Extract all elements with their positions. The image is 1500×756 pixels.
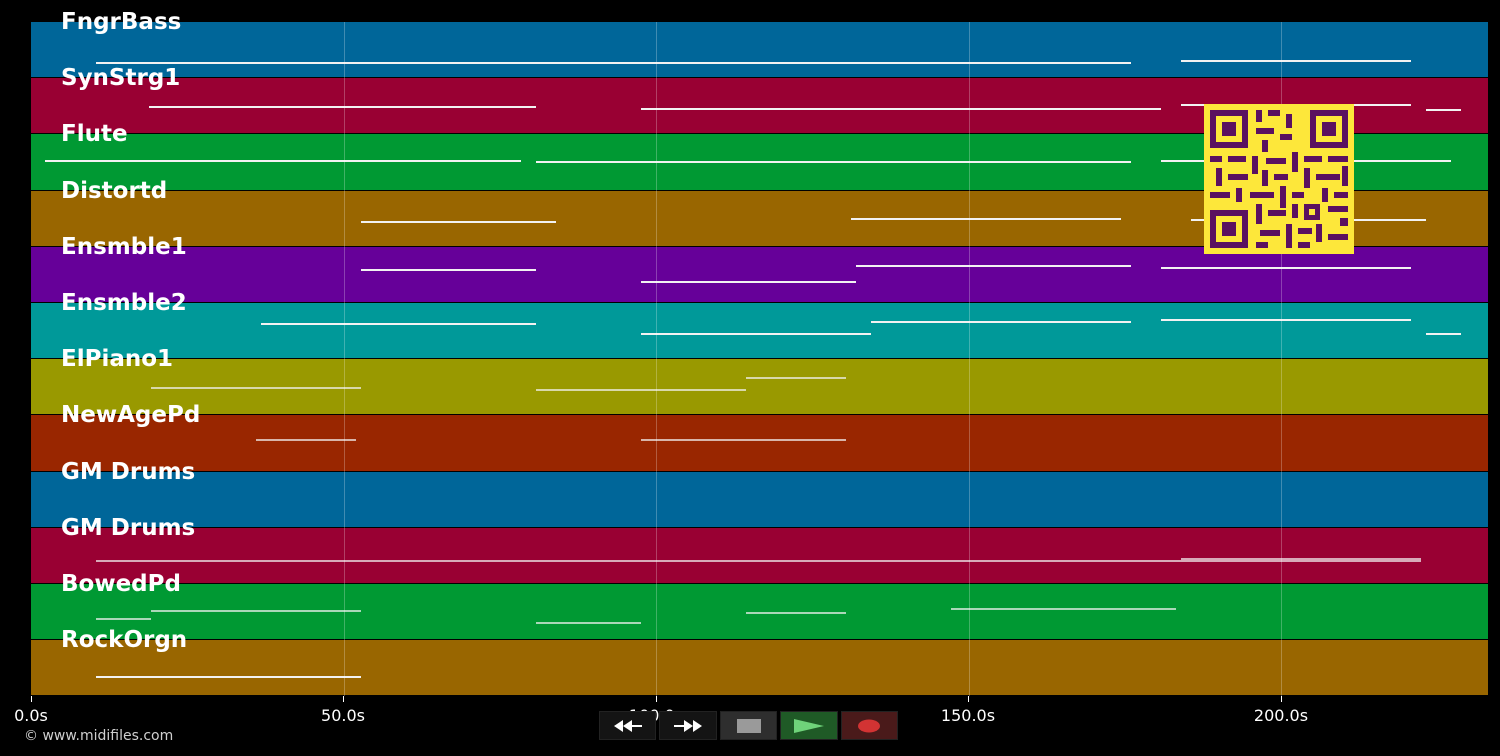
note-segment xyxy=(536,622,641,624)
track-label: GM Drums xyxy=(61,458,196,485)
note-segment xyxy=(361,268,536,271)
tick-mark xyxy=(1281,696,1282,702)
stop-button[interactable] xyxy=(719,711,778,740)
note-segment xyxy=(151,610,361,612)
track-lane[interactable]: GM Drums xyxy=(31,459,1488,527)
track-label: SynStrg1 xyxy=(61,65,181,92)
track-lane[interactable]: BowedPd xyxy=(31,571,1488,640)
track-area: FngrBass SynStrg1 Flute Distortd Ensmble… xyxy=(31,9,1488,696)
grid-line xyxy=(656,22,657,696)
fast-forward-icon xyxy=(674,719,703,732)
time-tick-label: 0.0s xyxy=(14,706,48,725)
note-segment xyxy=(856,264,1131,267)
copyright-text: © www.midifiles.com xyxy=(24,728,174,744)
note-segment xyxy=(1426,109,1461,112)
note-segment xyxy=(951,608,1176,610)
note-segment xyxy=(641,280,856,283)
track-label: FngrBass xyxy=(61,9,182,35)
note-segment xyxy=(96,618,151,620)
qr-code-icon xyxy=(1210,110,1348,248)
track-label: BowedPd xyxy=(61,571,181,597)
note-segment xyxy=(641,439,846,442)
track-label: NewAgePd xyxy=(61,402,201,429)
qr-code xyxy=(1204,104,1354,254)
note-segment xyxy=(1426,333,1461,335)
note-segment xyxy=(1161,319,1411,321)
rewind-button[interactable] xyxy=(599,711,657,740)
note-segment xyxy=(361,220,556,223)
stop-icon xyxy=(736,718,761,733)
note-segment xyxy=(96,62,1131,64)
track-lane[interactable]: RockOrgn xyxy=(31,627,1488,696)
note-segment xyxy=(746,612,846,614)
track-lane[interactable]: NewAgePd xyxy=(31,402,1488,471)
time-tick-label: 200.0s xyxy=(1253,706,1309,725)
track-label: Distortd xyxy=(61,177,168,204)
track-label: Flute xyxy=(61,121,128,148)
play-button[interactable] xyxy=(780,711,838,740)
track-label: RockOrgn xyxy=(61,627,188,654)
track-label: GM Drums xyxy=(61,514,196,541)
note-segment xyxy=(1161,266,1411,269)
track-label: Ensmble2 xyxy=(61,290,187,316)
note-segment xyxy=(151,387,361,390)
track-lane[interactable]: ElPiano1 xyxy=(31,346,1488,415)
note-segment xyxy=(536,389,746,392)
note-segment xyxy=(536,161,1131,164)
track-label: Ensmble1 xyxy=(61,233,187,260)
note-segment xyxy=(641,333,871,335)
fast-forward-button[interactable] xyxy=(659,711,717,740)
note-segment xyxy=(261,323,536,325)
tick-mark xyxy=(31,696,32,702)
note-segment xyxy=(1181,60,1411,62)
time-tick-label: 150.0s xyxy=(940,706,996,725)
record-button[interactable] xyxy=(840,711,899,740)
note-segment xyxy=(45,160,521,163)
track-lane[interactable]: Ensmble1 xyxy=(31,234,1488,302)
grid-line xyxy=(1281,22,1282,696)
grid-line xyxy=(343,22,345,696)
tick-mark xyxy=(968,696,969,702)
note-segment xyxy=(851,217,1121,220)
grid-line xyxy=(968,22,970,696)
track-label: ElPiano1 xyxy=(61,346,174,373)
note-segment xyxy=(1181,557,1421,560)
tick-mark xyxy=(343,696,344,702)
note-segment xyxy=(871,321,1131,323)
tick-mark xyxy=(656,696,657,702)
note-segment xyxy=(256,439,356,442)
note-segment xyxy=(641,108,1161,111)
record-icon xyxy=(858,719,881,732)
play-icon xyxy=(793,718,824,733)
transport-controls xyxy=(599,711,901,740)
note-segment xyxy=(96,559,1421,562)
track-lane[interactable]: Ensmble2 xyxy=(31,290,1488,359)
time-tick-label: 50.0s xyxy=(321,706,365,725)
rewind-icon xyxy=(613,719,642,732)
note-segment xyxy=(96,676,361,679)
track-lane[interactable]: FngrBass xyxy=(31,9,1488,78)
note-segment xyxy=(149,106,536,109)
track-lane[interactable]: GM Drums xyxy=(31,515,1488,583)
note-segment xyxy=(746,377,846,380)
